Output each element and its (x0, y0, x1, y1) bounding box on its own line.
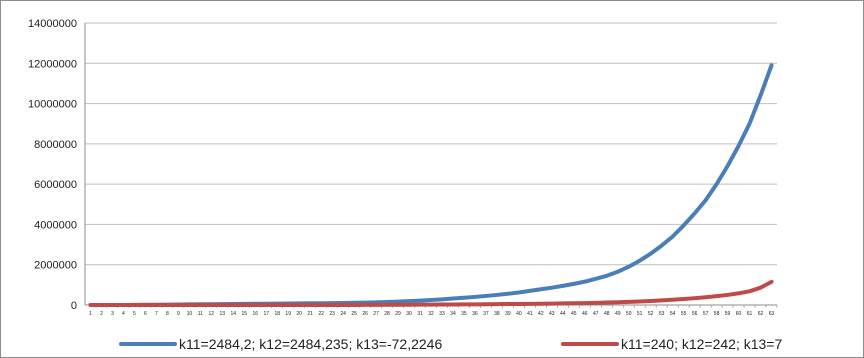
x-tick-label: 58 (714, 311, 720, 317)
series-line-1 (88, 63, 774, 307)
x-tick-label: 48 (604, 311, 610, 317)
x-tick-label: 38 (494, 311, 500, 317)
x-tick-label: 4 (122, 311, 125, 317)
x-tick-label: 7 (155, 311, 158, 317)
y-tick-label: 12000000 (28, 58, 77, 70)
x-tick-label: 47 (593, 311, 599, 317)
x-tick-label: 33 (439, 311, 445, 317)
x-tick-label: 6 (144, 311, 147, 317)
x-tick-label: 63 (769, 311, 775, 317)
x-tick-label: 44 (560, 311, 566, 317)
x-tick-label: 62 (758, 311, 764, 317)
x-tick-label: 30 (406, 311, 412, 317)
y-tick-label: 8000000 (34, 139, 77, 151)
series-line-2 (88, 279, 774, 307)
x-tick-label: 15 (241, 311, 247, 317)
series-lines (88, 63, 774, 307)
x-tick-label: 16 (252, 311, 258, 317)
x-tick-label: 46 (582, 311, 588, 317)
x-tick-label: 19 (285, 311, 291, 317)
x-tick-label: 3 (111, 311, 114, 317)
x-tick-label: 18 (274, 311, 280, 317)
x-tick-label: 14 (231, 311, 237, 317)
axes (84, 23, 778, 308)
x-tick-label: 32 (428, 311, 434, 317)
x-tick-label: 27 (373, 311, 379, 317)
x-tick-label: 12 (209, 311, 215, 317)
x-tick-label: 51 (637, 311, 643, 317)
x-tick-label: 49 (615, 311, 621, 317)
x-tick-label: 40 (516, 311, 522, 317)
x-tick-label: 20 (296, 311, 302, 317)
x-tick-label: 45 (571, 311, 577, 317)
x-tick-label: 25 (351, 311, 357, 317)
x-tick-label: 52 (648, 311, 654, 317)
x-tick-label: 39 (505, 311, 511, 317)
x-tick-label: 28 (384, 311, 390, 317)
x-tick-label: 35 (461, 311, 467, 317)
y-tick-labels: 0 2000000 4000000 6000000 8000000 10000000 120… (28, 18, 77, 312)
x-tick-label: 34 (450, 311, 456, 317)
x-tick-label: 57 (703, 311, 709, 317)
y-tick-label: 14000000 (28, 18, 77, 30)
x-tick-label: 21 (307, 311, 313, 317)
x-tick-label: 5 (133, 311, 136, 317)
x-tick-labels: 1 2 3 4 5 6 7 8 9 10 11 12 13 14 15 16 17 18 19 20 21 22 23 24 2… (89, 311, 774, 317)
y-tick-label: 0 (71, 300, 77, 312)
x-tick-label: 53 (659, 311, 665, 317)
x-tick-label: 43 (549, 311, 555, 317)
x-tick-label: 1 (89, 311, 92, 317)
x-tick-label: 56 (692, 311, 698, 317)
gridlines (85, 22, 777, 266)
x-tick-label: 26 (362, 311, 368, 317)
x-tick-label: 22 (318, 311, 324, 317)
x-tick-label: 42 (538, 311, 544, 317)
x-tick-label: 13 (220, 311, 226, 317)
x-tick-label: 54 (670, 311, 676, 317)
x-tick-label: 11 (198, 311, 203, 317)
legend-label-2: k11=240; k12=242; k13=7 (621, 336, 782, 352)
x-tick-label: 61 (747, 311, 753, 317)
y-tick-label: 2000000 (34, 260, 77, 272)
legend-label-1: k11=2484,2; k12=2484,235; k13=-72,2246 (179, 336, 442, 352)
y-tick-label: 6000000 (34, 179, 77, 191)
x-tick-label: 2 (100, 311, 103, 317)
x-tick-label: 9 (177, 311, 180, 317)
x-tick-label: 59 (725, 311, 731, 317)
x-tick-label: 41 (527, 311, 533, 317)
x-tick-label: 36 (472, 311, 478, 317)
legend: k11=2484,2; k12=2484,235; k13=-72,2246 k1… (119, 336, 782, 352)
x-tick-label: 29 (395, 311, 401, 317)
x-tick-label: 10 (187, 311, 193, 317)
x-tick-label: 50 (626, 311, 632, 317)
x-tick-label: 31 (417, 311, 423, 317)
y-tick-label: 10000000 (28, 99, 77, 111)
x-tick-label: 23 (329, 311, 335, 317)
x-tick-label: 60 (736, 311, 742, 317)
x-tick-label: 37 (483, 311, 489, 317)
x-tick-label: 55 (681, 311, 687, 317)
x-tick-label: 17 (263, 311, 269, 317)
y-tick-label: 4000000 (34, 219, 77, 231)
x-tick-label: 8 (166, 311, 169, 317)
x-tick-label: 24 (340, 311, 346, 317)
